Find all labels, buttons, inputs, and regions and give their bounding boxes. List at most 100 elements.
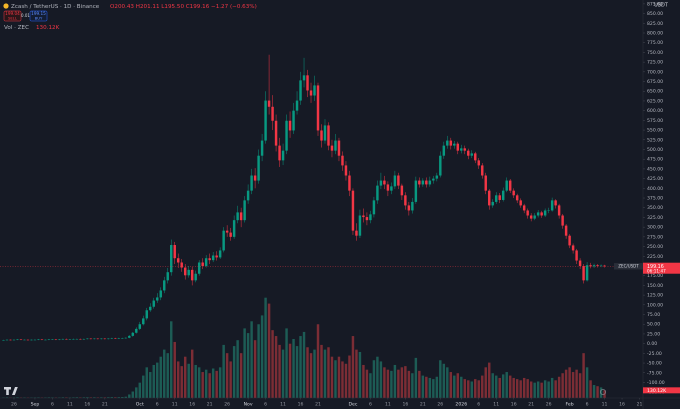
volume-bar (243, 328, 246, 398)
volume-bar (585, 367, 589, 398)
volume-bar (540, 382, 543, 398)
candle-body (23, 339, 26, 341)
volume-bar (589, 380, 592, 398)
volume-bar (89, 397, 93, 398)
x-tick-label: 21 (207, 402, 213, 408)
buy-price[interactable]: 199.15 (31, 11, 46, 16)
candle-body (68, 339, 72, 340)
candle-body (463, 148, 467, 151)
volume-bar (341, 361, 344, 398)
x-tick-label: Nov (244, 402, 253, 408)
volume-bar (145, 367, 148, 398)
volume-bar (404, 366, 407, 398)
volume-bar (316, 324, 320, 398)
candle-body (30, 339, 33, 341)
candle-body (16, 339, 19, 340)
y-tick-label: 125.00 (647, 293, 663, 299)
volume-title: Vol · ZEC (4, 25, 29, 31)
candle-body (302, 75, 306, 81)
volume-bar (554, 380, 557, 398)
candle-body (491, 201, 494, 206)
candle-body (564, 225, 568, 236)
volume-bar (215, 370, 218, 398)
candle-body (386, 184, 390, 191)
x-tick-label: 21 (420, 402, 426, 408)
x-tick-label: 26 (437, 402, 443, 408)
y-tick-label: 0.00 (647, 341, 657, 347)
candle-body (194, 273, 197, 281)
buy-label[interactable]: BUY (35, 16, 43, 21)
x-tick-label: 21 (528, 402, 534, 408)
volume-bar (578, 373, 582, 398)
candle-body (128, 335, 131, 338)
candle-body (421, 180, 425, 185)
candle-body (211, 255, 215, 261)
x-tick-label: 6 (51, 402, 54, 408)
candle-body (215, 255, 218, 258)
volume-bar (474, 379, 477, 398)
x-tick-label: 16 (84, 402, 90, 408)
plot-area (0, 54, 643, 398)
candle-body (393, 175, 397, 187)
x-tick-label: 11 (493, 402, 499, 408)
settings-icon[interactable] (600, 389, 606, 395)
candle-body (460, 148, 463, 151)
candle-body (96, 338, 100, 340)
volume-bar (264, 297, 267, 398)
candle-body (86, 338, 89, 340)
volume-bar (453, 375, 456, 398)
volume-bar (522, 377, 526, 398)
candle-body (288, 120, 292, 131)
candle-body (582, 265, 585, 281)
volume-bar (239, 353, 243, 398)
volume-bar (170, 321, 173, 398)
y-tick-label: 325.00 (647, 215, 663, 221)
volume-bar (414, 357, 418, 398)
volume-bar (149, 372, 152, 398)
logo-glyph (4, 387, 18, 395)
price-countdown: 06:11:47 (647, 268, 666, 273)
candle-body (470, 153, 473, 156)
volume-bar (201, 372, 204, 398)
volume-bar (372, 360, 376, 398)
candle-body (260, 140, 264, 156)
sell-price[interactable]: 199.04 (5, 11, 20, 16)
candle-body (243, 200, 246, 221)
x-tick-label: 26 (546, 402, 552, 408)
x-tick-label: 21 (637, 402, 643, 408)
candle-body (508, 180, 512, 191)
candle-body (278, 145, 281, 161)
volume-bar (439, 360, 442, 398)
volume-bar (194, 364, 197, 398)
volume-bar (288, 343, 292, 398)
volume-bar (400, 367, 404, 398)
candle-body (257, 155, 260, 181)
y-tick-label: 350.00 (647, 205, 663, 211)
y-tick-label: 150.00 (647, 283, 663, 289)
candle-body (351, 190, 355, 231)
buy-button[interactable] (29, 10, 48, 22)
candle-body (121, 338, 124, 339)
sell-button[interactable] (3, 10, 22, 22)
volume-bar (61, 397, 65, 398)
candle-body (156, 297, 159, 301)
volume-bar (449, 372, 453, 398)
volume-bar (82, 397, 86, 398)
y-tick-label: 475.00 (647, 157, 663, 163)
volume-bar (571, 372, 575, 398)
volume-bar (348, 355, 351, 398)
candle-body (481, 165, 484, 176)
candle-body (82, 338, 86, 340)
volume-bar (173, 341, 176, 398)
candle-body (40, 339, 44, 340)
candle-body (187, 269, 190, 276)
volume-bar (211, 368, 215, 398)
volume-bar (246, 333, 250, 398)
price-badge-label: 199.16 (647, 264, 664, 270)
candle-body (173, 245, 176, 259)
candle-body (585, 265, 589, 281)
candle-body (592, 265, 596, 267)
candle-body (246, 190, 250, 201)
sell-label[interactable]: SELL (8, 16, 18, 21)
volume-bar (232, 346, 236, 398)
